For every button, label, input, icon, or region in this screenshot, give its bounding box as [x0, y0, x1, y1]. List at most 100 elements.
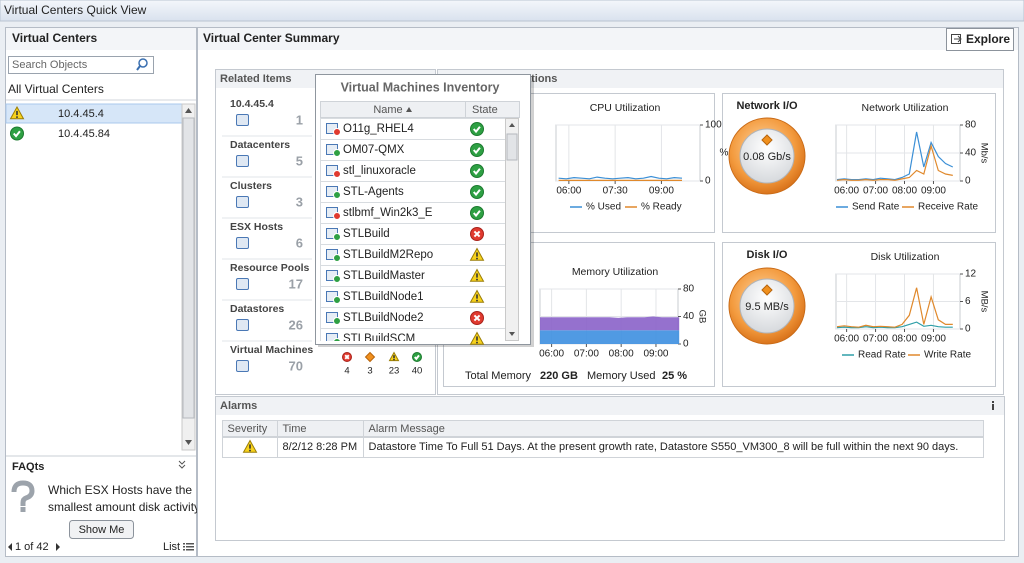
vm-power-badge	[333, 338, 341, 341]
related-icon	[236, 114, 249, 126]
axis-unit: %	[720, 148, 729, 159]
x-tick-label: 09:00	[643, 349, 668, 360]
stat-value: 25 %	[662, 370, 687, 382]
vm-name: O11g_RHEL4	[343, 123, 414, 135]
list-icon-bullet	[183, 546, 185, 548]
cross-mark	[344, 354, 350, 360]
related-label: Virtual Machines	[230, 344, 313, 356]
search-box[interactable]	[8, 56, 154, 74]
gauge-title: Disk I/O	[747, 249, 788, 261]
show-me-button[interactable]	[69, 520, 134, 539]
plot-area	[555, 124, 701, 182]
faq-question-dot	[20, 507, 26, 512]
exclaim-dot	[476, 257, 478, 260]
faq-question: Which ESX Hosts have the	[48, 483, 192, 497]
vm-power-badge	[333, 233, 341, 241]
series-line	[836, 143, 953, 181]
vm-power-badge	[333, 191, 341, 199]
related-count: 6	[296, 235, 303, 250]
y-tick-label: 0	[683, 339, 689, 350]
gauge-inner	[739, 278, 795, 334]
x-tick-label: 06:00	[834, 186, 859, 197]
explore-button[interactable]	[946, 28, 1014, 51]
stat-value: 220 GB	[540, 370, 578, 382]
inv-col-name: Name	[373, 104, 402, 116]
related-icon	[236, 360, 249, 372]
column-header: Time	[283, 423, 307, 435]
x-tick-label: 09:00	[921, 186, 946, 197]
related-icon	[236, 155, 249, 167]
alarm-count: 40	[412, 366, 423, 377]
vm-name: stlbmf_Win2k3_E	[343, 207, 433, 219]
alarms-box	[215, 396, 1005, 541]
list-label[interactable]: List	[163, 541, 180, 553]
related-icon	[236, 319, 249, 331]
series-line	[836, 287, 953, 328]
gauge-indicator	[761, 134, 773, 146]
axis-unit: Mb/s	[978, 143, 989, 164]
axis-unit: MB/s	[978, 291, 989, 313]
pager: 1 of 42	[15, 541, 49, 553]
sort-arrow	[406, 107, 412, 112]
exclaim-dot	[393, 358, 395, 361]
status-major-icon	[364, 351, 376, 363]
vm-name: STLBuildSCM	[343, 333, 415, 345]
pager-next[interactable]	[56, 543, 60, 551]
scroll-up	[185, 108, 192, 113]
vc-label: 10.4.45.4	[58, 108, 104, 120]
x-tick-label: 09:00	[921, 334, 946, 345]
vm-name: STL-Agents	[343, 186, 404, 198]
exclaim-dot	[476, 341, 478, 344]
axis-unit: GB	[696, 310, 707, 324]
related-count: 1	[296, 112, 303, 127]
info-icon-dot	[992, 401, 994, 403]
window-title: Virtual Centers Quick View	[4, 3, 147, 17]
related-count: 3	[296, 194, 303, 209]
list-icon-bullet	[183, 543, 185, 545]
main-header	[198, 28, 1018, 50]
vm-name: stl_linuxoracle	[343, 165, 416, 177]
alarm-table-header	[222, 420, 984, 437]
chart-title: Network Utilization	[862, 102, 949, 114]
x-tick-label: 08:00	[892, 186, 917, 197]
alarm-row[interactable]	[222, 437, 984, 458]
sidebar-scroll-thumb	[182, 117, 195, 419]
y-tick-label: 80	[683, 284, 695, 295]
y-tick-label: 6	[965, 296, 971, 307]
all-virtual-centers: All Virtual Centers	[8, 82, 104, 96]
x-tick-label: 06:00	[834, 334, 859, 345]
stat-label: Memory Used	[587, 370, 655, 382]
gauge-value: 9.5 MB/s	[745, 301, 789, 313]
x-tick-label: 07:30	[603, 186, 628, 197]
inv-scroll-thumb	[506, 133, 518, 161]
related-label: ESX Hosts	[230, 221, 283, 233]
popup-title: Virtual Machines Inventory	[341, 80, 500, 94]
alarms-title: Alarms	[220, 400, 257, 412]
legend-label: % Used	[586, 202, 621, 213]
vm-name: STLBuildNode2	[343, 312, 424, 324]
x-tick-label: 06:00	[539, 349, 564, 360]
pager-prev[interactable]	[8, 543, 12, 551]
util-title: ations	[525, 73, 557, 85]
exclaim-dot	[16, 116, 18, 118]
vm-power-badge	[333, 317, 341, 325]
check-mark	[472, 210, 481, 218]
vm-power-badge	[333, 212, 341, 220]
vm-power-badge	[333, 149, 341, 157]
related-count: 26	[289, 317, 303, 332]
check-mark	[472, 189, 481, 197]
related-icon	[236, 196, 249, 208]
y-tick-label: 0	[705, 176, 711, 187]
y-tick-label: 0	[965, 324, 971, 335]
list-icon-line	[186, 546, 194, 548]
legend-label: Send Rate	[852, 202, 900, 213]
vm-power-badge	[333, 170, 341, 178]
y-tick-label: 0	[965, 176, 971, 187]
gauge-value: 0.08 Gb/s	[743, 151, 791, 163]
check-mark	[472, 147, 481, 155]
inv-col-state: State	[472, 104, 498, 116]
x-tick-label: 08:00	[892, 334, 917, 345]
series-line	[836, 131, 954, 181]
related-count: 5	[296, 153, 303, 168]
